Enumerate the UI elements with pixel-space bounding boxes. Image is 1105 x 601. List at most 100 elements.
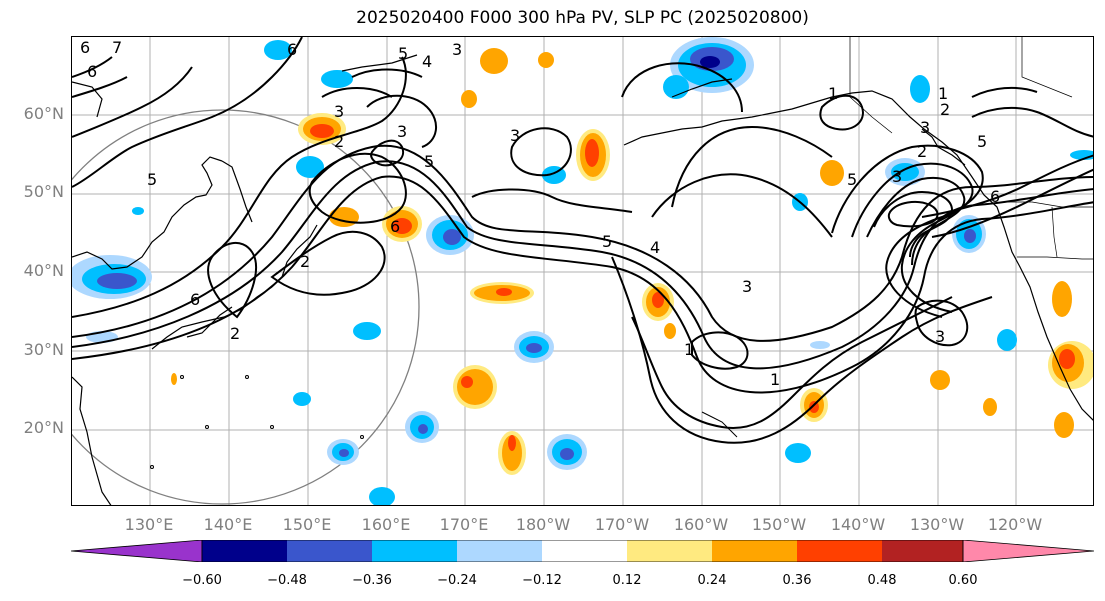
pv-blob (382, 206, 422, 242)
pv-blob (576, 129, 610, 181)
contour-label: 2 (334, 132, 344, 151)
pacific-islands (150, 375, 738, 469)
pv-blob (453, 365, 497, 409)
range-circle (72, 109, 420, 505)
colorbar-tick: −0.60 (182, 573, 222, 588)
pv-blob (321, 70, 353, 88)
colorbar-swatch (797, 540, 882, 562)
map-title: 2025020400 F000 300 hPa PV, SLP PC (2025… (356, 8, 809, 28)
lon-label-120w: 120°W (987, 515, 1043, 534)
lat-label-60n: 60°N (23, 104, 64, 123)
contour-label: 2 (917, 142, 927, 161)
coastlines (72, 54, 1093, 505)
pv-blob (1054, 412, 1074, 438)
contour-label: 6 (390, 217, 400, 236)
lat-label-30n: 30°N (23, 340, 64, 359)
lon-label-130e: 130°E (124, 515, 174, 534)
pv-blob (1052, 281, 1072, 317)
colorbar-swatch (457, 540, 542, 562)
pv-blob (785, 443, 811, 463)
contour-label: 3 (510, 126, 520, 145)
contour-label: 6 (287, 40, 297, 59)
pv-blob (670, 37, 754, 93)
pv-blob (885, 158, 925, 186)
contour-label: 3 (452, 40, 462, 59)
slp-contours (72, 37, 1093, 444)
contour-label: 1 (828, 84, 838, 103)
contour-label: 1 (770, 370, 780, 389)
contour-label: 4 (650, 238, 660, 257)
pv-blob (405, 411, 439, 443)
lon-label-150e: 150°E (282, 515, 332, 534)
pv-blob (369, 487, 395, 505)
contour-label: 3 (334, 102, 344, 121)
colorbar-swatch (882, 540, 963, 562)
colorbar (70, 539, 1095, 563)
lon-label-150w: 150°W (751, 515, 807, 534)
pv-blob (353, 322, 381, 340)
pv-blob (1048, 341, 1093, 389)
colorbar-tick: −0.24 (437, 573, 477, 588)
pv-blob (930, 370, 950, 390)
lon-label-170w: 170°W (594, 515, 650, 534)
pv-blob (664, 323, 676, 339)
map-panel: 6 7 6 6 5 4 3 3 3 2 5 5 3 6 2 6 2 5 4 3 … (71, 36, 1094, 506)
pv-blob (298, 113, 346, 145)
graticule (72, 37, 1093, 505)
contour-label: 6 (990, 187, 1000, 206)
pv-blob (514, 331, 554, 363)
pv-blob (327, 439, 359, 465)
pv-blob (983, 398, 997, 416)
contour-label: 5 (147, 170, 157, 189)
pv-blob (910, 75, 930, 103)
lat-label-40n: 40°N (23, 261, 64, 280)
lat-label-50n: 50°N (23, 182, 64, 201)
contour-label: 5 (424, 152, 434, 171)
colorbar-tick: −0.36 (352, 573, 392, 588)
pv-blob (461, 90, 477, 108)
lon-label-160e: 160°E (361, 515, 411, 534)
contour-label: 5 (847, 170, 857, 189)
contour-label: 1 (938, 84, 948, 103)
contour-labels: 6 7 6 6 5 4 3 3 3 2 5 5 3 6 2 6 2 5 4 3 … (80, 38, 1000, 389)
colorbar-swatch (712, 540, 797, 562)
pv-blob (296, 156, 324, 178)
contour-label: 2 (940, 100, 950, 119)
pv-blob (642, 283, 674, 321)
colorbar-tick: 0.24 (697, 573, 727, 588)
pv-blob (810, 341, 830, 349)
lon-label-130w: 130°W (909, 515, 965, 534)
colorbar-extend-min (70, 539, 203, 563)
colorbar-swatch (627, 540, 712, 562)
contour-label: 3 (397, 122, 407, 141)
contour-label: 3 (742, 277, 752, 296)
colorbar-tick: 0.36 (782, 573, 812, 588)
pv-blob (132, 207, 144, 215)
colorbar-tick: 0.60 (948, 573, 978, 588)
colorbar-extend-max (962, 539, 1095, 563)
colorbar-swatch (202, 540, 287, 562)
contour-label: 5 (602, 232, 612, 251)
pv-blob (997, 329, 1017, 351)
contour-label: 3 (935, 327, 945, 346)
pv-blob (470, 282, 534, 304)
colorbar-tick: 0.48 (867, 573, 897, 588)
pv-negative-areas (72, 37, 1093, 505)
contour-label: 4 (422, 52, 432, 71)
pv-blob (498, 431, 526, 475)
pv-blob (72, 255, 152, 299)
contour-label: 1 (684, 340, 694, 359)
pv-positive-areas (171, 48, 1093, 475)
contour-label: 7 (112, 38, 122, 57)
pv-blob (426, 215, 474, 255)
map-canvas: 6 7 6 6 5 4 3 3 3 2 5 5 3 6 2 6 2 5 4 3 … (72, 37, 1093, 505)
contour-label: 2 (230, 324, 240, 343)
contour-label: 5 (398, 44, 408, 63)
pv-blob (820, 160, 844, 186)
pv-blob (293, 392, 311, 406)
contour-label: 6 (87, 62, 97, 81)
lon-label-180w: 180°W (515, 515, 571, 534)
contour-label: 6 (80, 38, 90, 57)
pv-blob (171, 373, 177, 385)
pv-blob (264, 40, 292, 60)
